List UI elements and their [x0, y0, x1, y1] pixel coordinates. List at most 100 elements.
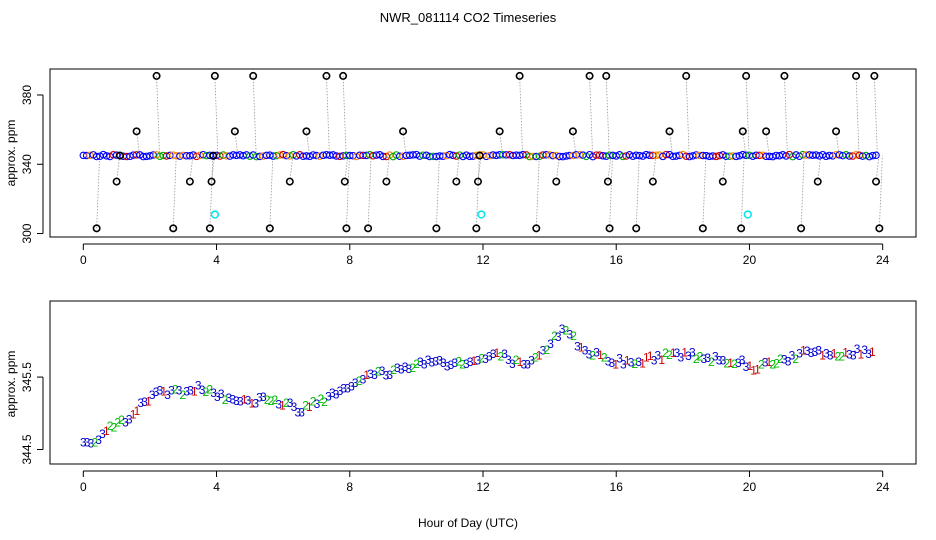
bottom-data-label: 3 — [168, 383, 175, 397]
bottom-data-label: 2 — [114, 416, 121, 430]
bottom-data-label: 3 — [141, 395, 148, 409]
bottom-data-label: 3 — [379, 364, 386, 378]
top-connector-line — [214, 75, 219, 156]
top-outlier-point — [185, 177, 194, 186]
top-connector-line — [326, 75, 330, 156]
bottom-data-label: 3 — [149, 388, 156, 402]
bottom-data-label: 3 — [655, 348, 662, 362]
bottom-data-label: 1 — [842, 346, 849, 360]
top-connector-line — [722, 155, 727, 182]
bottom-data-label: 1 — [363, 368, 370, 382]
top-outlier-point — [698, 224, 707, 233]
bottom-x-tick-label: 0 — [80, 480, 87, 494]
bottom-data-label: 2 — [264, 393, 271, 407]
top-outlier-point — [399, 127, 408, 136]
top-connector-line — [817, 155, 822, 182]
top-connector-line — [519, 75, 524, 156]
top-baseline-point — [732, 152, 740, 161]
top-baseline-point — [712, 152, 720, 161]
top-outlier-point — [115, 151, 124, 160]
bottom-data-label: 3 — [176, 383, 183, 397]
bottom-data-label: 3 — [678, 350, 685, 364]
bottom-data-label: 3 — [183, 384, 190, 398]
bottom-data-label: 3 — [528, 354, 535, 368]
top-connector-line — [605, 75, 610, 156]
bottom-data-label: 3 — [616, 351, 623, 365]
bottom-data-label: 2 — [283, 396, 290, 410]
bottom-data-label: 3 — [233, 394, 240, 408]
top-connector-line — [172, 155, 177, 229]
top-connector-line — [342, 75, 347, 156]
bottom-data-label: 2 — [632, 357, 639, 371]
bottom-data-label: 1 — [766, 355, 773, 369]
top-outlier-point — [285, 177, 294, 186]
top-cyan-point — [743, 210, 752, 219]
top-y-tick-label: 340 — [20, 154, 34, 174]
bottom-data-label: 3 — [329, 386, 336, 400]
bottom-data-label: 3 — [444, 359, 451, 373]
bottom-data-label: 1 — [494, 346, 501, 360]
bottom-data-label: 1 — [578, 340, 585, 354]
bottom-data-label: 3 — [314, 397, 321, 411]
bottom-data-label: 2 — [203, 385, 210, 399]
bottom-data-label: 1 — [145, 394, 152, 408]
bottom-data-label: 2 — [792, 352, 799, 366]
bottom-data-label: 3 — [260, 390, 267, 404]
bottom-data-label: 3 — [440, 356, 447, 370]
bottom-data-label: 3 — [252, 397, 259, 411]
top-connector-line — [635, 155, 640, 229]
bottom-data-label: 3 — [850, 349, 857, 363]
top-connector-line — [535, 155, 540, 229]
top-y-tick-label: 380 — [20, 85, 34, 105]
top-baseline-point — [445, 150, 454, 159]
bottom-data-label: 3 — [586, 347, 593, 361]
top-outlier-point — [738, 127, 747, 136]
top-outlier-point — [472, 224, 481, 233]
bottom-data-label: 1 — [639, 356, 646, 370]
top-baseline-point — [132, 151, 141, 159]
bottom-data-label: 3 — [383, 368, 390, 382]
top-outlier-point — [302, 127, 311, 136]
top-outlier-point — [603, 177, 612, 186]
top-connector-line — [189, 155, 194, 182]
top-outlier-point — [207, 177, 216, 186]
top-x-tick-label: 0 — [80, 253, 87, 267]
bottom-data-label: 2 — [222, 393, 229, 407]
bottom-data-label: 3 — [505, 353, 512, 367]
top-connector-line — [402, 131, 407, 156]
top-outlier-point — [682, 71, 691, 80]
top-outlier-point — [342, 224, 351, 233]
bottom-data-label: 3 — [704, 351, 711, 365]
bottom-data-label: 1 — [103, 424, 110, 438]
top-baseline-point — [519, 150, 527, 159]
top-connector-line — [878, 155, 883, 229]
bottom-data-label: 3 — [432, 355, 439, 369]
bottom-data-label: 3 — [425, 353, 432, 367]
bottom-data-label: 3 — [812, 345, 819, 359]
bottom-data-label: 3 — [394, 361, 401, 375]
top-outlier-point — [92, 224, 101, 233]
top-data-marks — [79, 71, 884, 233]
top-outlier-point — [474, 177, 483, 186]
top-connector-line — [607, 155, 612, 182]
bottom-data-label: 3 — [815, 343, 822, 357]
bottom-data-label: 3 — [808, 346, 815, 360]
bottom-data-label: 3 — [743, 360, 750, 374]
bottom-data-label: 3 — [340, 381, 347, 395]
top-outlier-point — [718, 177, 727, 186]
bottom-data-label: 2 — [570, 329, 577, 343]
top-baseline-point — [535, 152, 544, 160]
top-outlier-point — [209, 151, 218, 160]
bottom-data-label: 3 — [398, 362, 405, 376]
bottom-data-label: 1 — [597, 348, 604, 362]
top-baseline-point — [192, 152, 201, 161]
bottom-data-label: 2 — [409, 361, 416, 375]
top-connector-line — [289, 155, 294, 182]
bottom-data-label: 1 — [754, 362, 761, 376]
bottom-data-label: 3 — [275, 398, 282, 412]
top-connector-line — [269, 155, 274, 229]
top-axis-ticks: 0 4 8 12 16 20 24 300 340 380 — [20, 85, 890, 267]
bottom-data-label: 3 — [861, 343, 868, 357]
bottom-data-label: 3 — [823, 347, 830, 361]
